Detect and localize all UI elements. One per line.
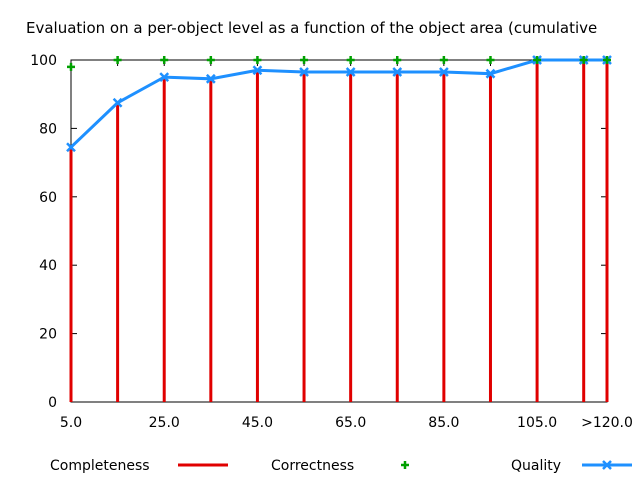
y-tick-label: 60 [39,190,57,206]
y-axis: 0 20 40 60 80 100 [30,53,607,411]
legend-marker-quality [602,460,612,470]
quality-point [345,67,356,77]
x-tick-label: 65.0 [335,415,366,431]
quality-point [159,72,170,82]
y-tick-label: 40 [39,258,57,274]
correctness-point [439,56,448,64]
legend-label-quality: Quality [511,458,561,474]
plot-frame [70,59,608,403]
quality-point [299,67,309,77]
quality-point [112,97,123,108]
correctness-point [206,56,215,64]
x-tick-label: 45.0 [242,415,273,431]
x-tick-label: 5.0 [60,415,82,431]
y-tick-label: 20 [39,327,57,343]
quality-point [66,142,76,153]
correctness-point [579,56,588,64]
correctness-point [253,56,262,64]
quality-point [205,73,216,84]
legend: Completeness Correctness Quality [50,458,632,474]
completeness-series [69,60,609,402]
correctness-point [300,56,309,64]
legend-label-completeness: Completeness [50,458,150,474]
legend-swatch-correctness [401,461,409,469]
y-tick-label: 0 [48,395,57,411]
correctness-point [603,56,611,64]
correctness-point [113,56,122,64]
x-tick-label: >120.0 [581,415,633,431]
x-tick-label: 25.0 [149,415,180,431]
legend-label-correctness: Correctness [271,458,354,474]
correctness-point [160,56,169,64]
correctness-point [67,62,75,71]
quality-point [485,68,496,79]
chart-title: Evaluation on a per-object level as a fu… [26,19,597,37]
quality-series [66,55,612,153]
x-tick-label: 105.0 [517,415,557,431]
quality-point [392,67,403,77]
quality-point [438,67,449,77]
correctness-point [533,56,542,64]
correctness-series [67,56,611,71]
y-tick-label: 100 [30,53,57,69]
x-tick-label: 85.0 [428,415,459,431]
quality-line [69,58,607,149]
quality-point [252,65,263,76]
correctness-point [486,56,495,64]
x-axis: 5.0 25.0 45.0 65.0 85.0 105.0 >120.0 [60,60,633,431]
correctness-point [346,56,355,64]
y-tick-label: 80 [39,121,57,137]
correctness-point [393,56,402,64]
